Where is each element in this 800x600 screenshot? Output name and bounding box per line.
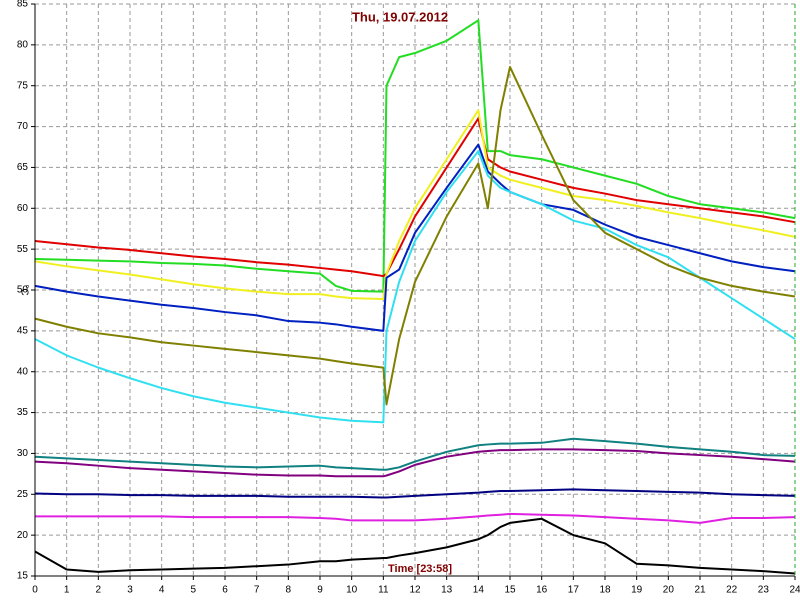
- x-tick-label: 8: [286, 585, 292, 596]
- y-tick-label: 55: [17, 244, 29, 255]
- x-tick-label: 3: [127, 585, 133, 596]
- x-tick-label: 18: [599, 585, 611, 596]
- y-tick-label: 35: [17, 407, 29, 418]
- series-line: [34, 117, 796, 278]
- y-axis-label: °C: [18, 284, 29, 295]
- x-tick-label: 4: [159, 585, 165, 596]
- x-tick-label: 0: [32, 585, 38, 596]
- x-tick-label: 12: [409, 585, 421, 596]
- x-tick-label: 24: [789, 585, 800, 596]
- y-tick-label: 40: [17, 366, 29, 377]
- y-tick-label: 75: [17, 80, 29, 91]
- x-tick-label: 13: [441, 585, 453, 596]
- series-line: [34, 150, 796, 424]
- y-tick-label: 15: [17, 571, 29, 582]
- x-tick-label: 21: [694, 585, 706, 596]
- y-tick-label: 85: [17, 0, 29, 10]
- series-lines: [34, 19, 796, 575]
- series-line: [34, 109, 796, 300]
- x-tick-label: 15: [504, 585, 516, 596]
- x-tick-label: 7: [254, 585, 260, 596]
- series-line: [35, 512, 796, 524]
- x-tick-label: 20: [663, 585, 675, 596]
- y-tick-label: 65: [17, 162, 29, 173]
- x-tick-label: 5: [191, 585, 197, 596]
- x-tick-label: 22: [726, 585, 738, 596]
- y-tick-label: 30: [17, 448, 29, 459]
- y-tick-label: 25: [17, 489, 29, 500]
- x-tick-label: 9: [317, 585, 323, 596]
- series-line: [34, 517, 796, 575]
- y-tick-label: 45: [17, 325, 29, 336]
- y-tick-label: 50: [17, 285, 29, 296]
- y-tick-label: 80: [17, 39, 29, 50]
- chart-title: Thu, 19.07.2012: [352, 9, 448, 24]
- x-tick-label: 17: [568, 585, 580, 596]
- x-tick-label: 16: [536, 585, 548, 596]
- x-axis-label: Time [23:58]: [388, 563, 452, 575]
- x-tick-label: 14: [473, 585, 485, 596]
- x-tick-label: 11: [378, 585, 389, 596]
- series-line: [34, 437, 796, 471]
- series-line: [34, 19, 796, 293]
- x-tick-label: 23: [758, 585, 770, 596]
- x-tick-label: 2: [96, 585, 102, 596]
- series-line: [34, 143, 796, 332]
- series-line: [34, 488, 796, 499]
- x-tick-label: 1: [64, 585, 70, 596]
- y-tick-label: 60: [17, 203, 29, 214]
- x-tick-label: 19: [631, 585, 643, 596]
- series-line: [34, 448, 796, 478]
- y-tick-label: 70: [17, 121, 29, 132]
- series-line: [34, 65, 796, 406]
- x-tick-label: 6: [222, 585, 228, 596]
- x-tick-label: 10: [346, 585, 358, 596]
- y-tick-label: 20: [17, 530, 29, 541]
